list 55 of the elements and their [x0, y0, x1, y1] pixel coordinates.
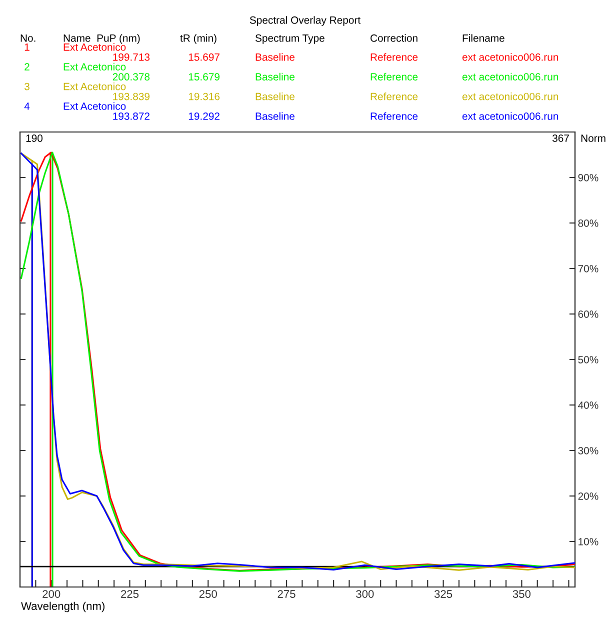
- text: 200.378: [112, 73, 150, 80]
- text: Baseline: [256, 92, 294, 100]
- x-tick-label: 225: [121, 590, 139, 598]
- x-tick-label: 200: [42, 590, 60, 598]
- text: 3: [24, 82, 30, 90]
- text: Baseline: [256, 53, 294, 61]
- text: Baseline: [256, 112, 294, 120]
- text: Reference: [370, 92, 418, 100]
- text: 199.713: [113, 53, 150, 61]
- text: Reference: [370, 72, 418, 80]
- x-tick-label: 300: [356, 590, 374, 598]
- text: 2: [24, 63, 30, 70]
- text: ext acetonico006.run: [462, 112, 558, 120]
- y-tick-label: 30%: [578, 447, 598, 454]
- y-tick-label: 50%: [578, 356, 598, 364]
- text: Name PuP (nm): [64, 34, 140, 44]
- text: Ext Acetonico: [64, 43, 126, 51]
- x-tick-label: 325: [434, 590, 452, 598]
- text: 15.679: [188, 73, 220, 80]
- y-tick-label: 90%: [578, 174, 598, 182]
- text: Reference: [370, 112, 418, 120]
- text: Ext Acetonico: [64, 62, 126, 70]
- text: Reference: [370, 53, 418, 61]
- x-tick-label: 275: [278, 590, 296, 598]
- text: 193.839: [113, 92, 150, 100]
- text: 193.872: [113, 112, 150, 120]
- text: ext acetonico006.run: [462, 72, 558, 80]
- text: ext acetonico006.run: [462, 92, 558, 100]
- x-tick-label: 250: [199, 590, 217, 598]
- x-tick-label: 350: [512, 590, 531, 598]
- text: 19.292: [188, 112, 220, 120]
- text: Filename: [462, 34, 504, 42]
- text: 4: [24, 102, 30, 110]
- y-tick-label: 80%: [578, 220, 598, 227]
- text: Baseline: [256, 72, 294, 80]
- text: 1: [24, 44, 30, 51]
- chart-title: Spectral Overlay Report: [250, 16, 361, 26]
- text: Ext Acetonico: [64, 82, 126, 90]
- x-axis-title: Wavelength (nm): [21, 602, 104, 612]
- y-tick-label: 20%: [578, 492, 598, 500]
- text: Correction: [370, 34, 418, 42]
- annotation: 367: [552, 134, 569, 142]
- text: Spectrum Type: [255, 34, 324, 44]
- annotation: 190: [26, 134, 43, 142]
- y-axis-title: Norm: [581, 134, 606, 142]
- y-tick-label: 70%: [578, 265, 598, 272]
- text: Ext Acetonico: [64, 102, 126, 110]
- text: 19.316: [188, 92, 220, 100]
- text: tR (min): [180, 34, 216, 44]
- y-tick-label: 60%: [578, 310, 598, 318]
- text: 15.697: [188, 53, 220, 61]
- text: No.: [20, 34, 36, 42]
- y-tick-label: 10%: [578, 538, 598, 546]
- text: ext acetonico006.run: [462, 53, 558, 61]
- y-tick-label: 40%: [578, 402, 598, 409]
